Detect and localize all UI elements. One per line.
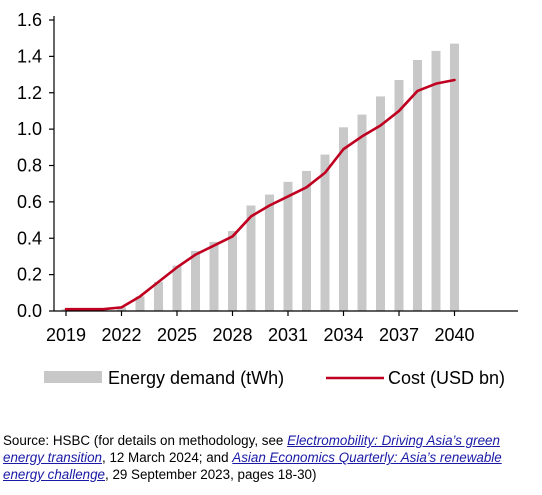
- y-tick-label: 0.6: [17, 192, 42, 212]
- x-tick-label: 2028: [212, 325, 252, 345]
- bar-2022: [117, 307, 126, 311]
- bar-2028: [228, 230, 237, 311]
- bar-2038: [413, 60, 422, 312]
- bar-2032: [302, 170, 311, 311]
- y-tick-label: 1.6: [17, 10, 42, 30]
- y-tick-label: 0.0: [17, 301, 42, 321]
- x-tick-label: 2040: [434, 325, 474, 345]
- cost-line: [64, 78, 456, 311]
- bar-2040: [450, 43, 459, 311]
- bar-2031: [283, 181, 293, 311]
- y-tick-label: 0.2: [17, 265, 42, 285]
- x-tick-label: 2019: [46, 325, 86, 345]
- bar-2030: [265, 194, 274, 311]
- bar-2025: [172, 265, 182, 311]
- bar-2024: [154, 281, 163, 311]
- energy-cost-chart: 0.0 0.2 0.4 0.6 0.8 1.0 1.2 1.4 1.6 2019 2022 2025 2…: [17, 10, 518, 388]
- y-tick-label: 1.2: [17, 83, 42, 103]
- source-note: Source: HSBC (for details on methodology…: [3, 432, 539, 483]
- ticks-layer: 0.0 0.2 0.4 0.6 0.8 1.0 1.2 1.4 1.6 2019 2022 2025 2…: [17, 10, 475, 345]
- bar-2039: [431, 50, 441, 312]
- bar-2033: [320, 154, 330, 311]
- x-tick-label: 2037: [379, 325, 419, 345]
- x-tick-label: 2034: [323, 325, 363, 345]
- bar-2036: [376, 96, 385, 311]
- x-tick-label: 2025: [157, 325, 197, 345]
- bar-2037: [394, 80, 404, 312]
- source-suffix: , 29 September 2023, pages 18-30): [105, 467, 317, 482]
- x-tick-label: 2022: [101, 325, 141, 345]
- y-tick-label: 0.8: [17, 156, 42, 176]
- legend-label-energy-demand: Energy demand (tWh): [108, 368, 284, 388]
- bar-2029: [246, 205, 256, 311]
- bars-layer: [61, 43, 459, 312]
- line-layer: [64, 78, 456, 311]
- source-link-electromobility[interactable]: Electromobility: Driving Asia’s green en…: [3, 433, 500, 465]
- bar-2027: [209, 241, 219, 311]
- source-middle: , 12 March 2024; and: [102, 450, 233, 465]
- bar-2026: [191, 250, 200, 311]
- source-link-asian-economics-quarterly[interactable]: Asian Economics Quarterly: Asia’s renewa…: [3, 450, 502, 482]
- bar-2035: [357, 114, 367, 311]
- legend-label-cost: Cost (USD bn): [388, 368, 505, 388]
- bar-2023: [135, 296, 145, 311]
- bar-2034: [339, 127, 348, 311]
- source-prefix: Source: HSBC (for details on methodology…: [3, 433, 288, 448]
- axes-layer: [53, 16, 518, 312]
- legend: Energy demand (tWh) Cost (USD bn): [44, 368, 505, 388]
- x-tick-label: 2031: [268, 325, 308, 345]
- y-tick-label: 1.0: [17, 119, 42, 139]
- y-tick-label: 1.4: [17, 46, 42, 66]
- y-tick-label: 0.4: [17, 228, 42, 248]
- legend-swatch-energy-demand: [44, 371, 102, 383]
